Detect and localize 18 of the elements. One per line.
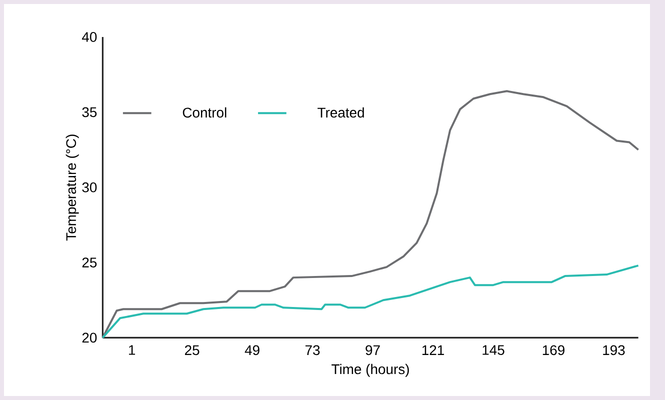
y-axis-title: Temperature (°C) bbox=[66, 134, 79, 241]
legend-label: Treated bbox=[318, 107, 364, 118]
y-tick-label: 30 bbox=[82, 182, 97, 192]
x-tick-label: 1 bbox=[129, 345, 136, 355]
y-tick-label: 20 bbox=[82, 332, 97, 343]
x-tick-label: 49 bbox=[244, 345, 260, 356]
y-tick-label: 35 bbox=[82, 107, 97, 118]
x-tick-label: 169 bbox=[542, 345, 564, 356]
x-tick-label: 73 bbox=[305, 345, 320, 356]
legend-label: Control bbox=[182, 107, 226, 118]
x-tick-label: 145 bbox=[482, 345, 504, 355]
x-tick-label: 193 bbox=[603, 345, 625, 356]
y-tick-label: 40 bbox=[82, 32, 97, 42]
y-tick-label: 25 bbox=[82, 258, 97, 268]
x-axis-title: Time (hours) bbox=[332, 364, 409, 377]
x-tick-label: 97 bbox=[366, 345, 380, 356]
x-tick-label: 25 bbox=[185, 345, 200, 356]
x-tick-label: 121 bbox=[422, 345, 444, 355]
